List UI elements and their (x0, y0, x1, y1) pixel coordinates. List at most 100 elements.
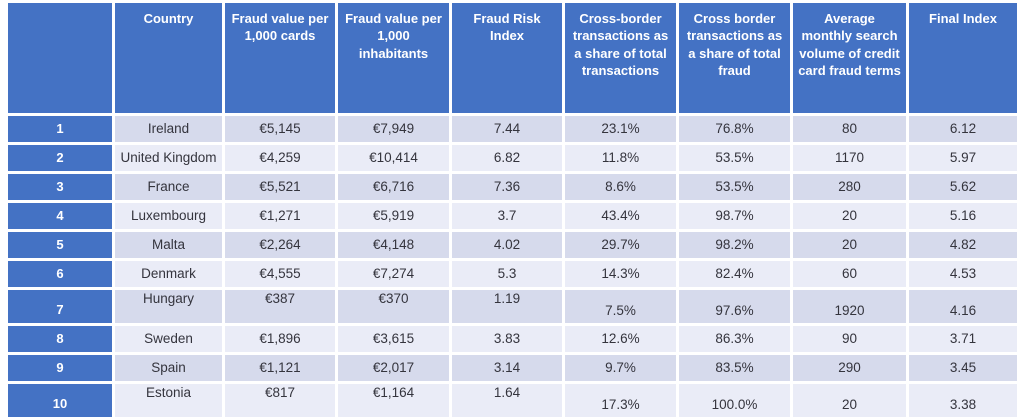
cell-fraud-risk-index: 3.14 (452, 355, 562, 381)
cell-fraud-risk-index: 3.83 (452, 326, 562, 352)
cell-fraud-risk-index: 1.64 (452, 384, 562, 417)
table-row: 9 Spain €1,121 €2,017 3.14 9.7% 83.5% 290 3.45 (8, 355, 1017, 381)
cell-fraud-value-per-1000-cards: €5,145 (225, 116, 335, 142)
cell-final-index: 3.71 (909, 326, 1017, 352)
cell-final-index: 3.38 (909, 384, 1017, 417)
cell-avg-monthly-search-volume: 20 (793, 384, 906, 417)
cell-cross-border-share-of-fraud: 53.5% (679, 145, 790, 171)
cell-cross-border-share-of-transactions: 17.3% (565, 384, 676, 417)
cell-cross-border-share-of-transactions: 11.8% (565, 145, 676, 171)
cell-avg-monthly-search-volume: 1170 (793, 145, 906, 171)
cell-country: Estonia (115, 384, 222, 417)
table-row: 1 Ireland €5,145 €7,949 7.44 23.1% 76.8% 80 6.12 (8, 116, 1017, 142)
fraud-index-table: Country Fraud value per 1,000 cards Frau… (5, 0, 1020, 420)
rank-cell: 9 (8, 355, 112, 381)
cell-fraud-value-per-1000-cards: €1,121 (225, 355, 335, 381)
table-row: 8 Sweden €1,896 €3,615 3.83 12.6% 86.3% 90 3.71 (8, 326, 1017, 352)
cell-fraud-value-per-1000-cards: €5,521 (225, 174, 335, 200)
rank-cell: 4 (8, 203, 112, 229)
cell-fraud-value-per-1000-cards: €1,271 (225, 203, 335, 229)
cell-country: France (115, 174, 222, 200)
cell-avg-monthly-search-volume: 20 (793, 232, 906, 258)
cell-avg-monthly-search-volume: 20 (793, 203, 906, 229)
cell-cross-border-share-of-transactions: 43.4% (565, 203, 676, 229)
cell-fraud-value-per-1000-inhabitants: €6,716 (338, 174, 449, 200)
rank-cell: 10 (8, 384, 112, 417)
header-cross-border-share-of-transactions: Cross-border transactions as a share of … (565, 3, 676, 113)
rank-cell: 8 (8, 326, 112, 352)
cell-cross-border-share-of-fraud: 82.4% (679, 261, 790, 287)
table-row: 2 United Kingdom €4,259 €10,414 6.82 11.8% 53.… (8, 145, 1017, 171)
cell-cross-border-share-of-transactions: 9.7% (565, 355, 676, 381)
header-country: Country (115, 3, 222, 113)
cell-country: Sweden (115, 326, 222, 352)
cell-cross-border-share-of-transactions: 23.1% (565, 116, 676, 142)
cell-fraud-value-per-1000-inhabitants: €7,274 (338, 261, 449, 287)
cell-cross-border-share-of-fraud: 100.0% (679, 384, 790, 417)
cell-fraud-risk-index: 7.36 (452, 174, 562, 200)
cell-cross-border-share-of-fraud: 86.3% (679, 326, 790, 352)
cell-cross-border-share-of-fraud: 98.7% (679, 203, 790, 229)
rank-cell: 5 (8, 232, 112, 258)
cell-fraud-value-per-1000-inhabitants: €3,615 (338, 326, 449, 352)
cell-cross-border-share-of-fraud: 97.6% (679, 290, 790, 323)
cell-fraud-risk-index: 3.7 (452, 203, 562, 229)
cell-fraud-value-per-1000-inhabitants: €1,164 (338, 384, 449, 417)
cell-cross-border-share-of-transactions: 12.6% (565, 326, 676, 352)
cell-cross-border-share-of-transactions: 8.6% (565, 174, 676, 200)
cell-cross-border-share-of-transactions: 29.7% (565, 232, 676, 258)
cell-country: Ireland (115, 116, 222, 142)
cell-country: Denmark (115, 261, 222, 287)
cell-fraud-value-per-1000-inhabitants: €2,017 (338, 355, 449, 381)
rank-cell: 2 (8, 145, 112, 171)
cell-avg-monthly-search-volume: 60 (793, 261, 906, 287)
cell-final-index: 5.62 (909, 174, 1017, 200)
header-fraud-value-per-1000-cards: Fraud value per 1,000 cards (225, 3, 335, 113)
cell-cross-border-share-of-fraud: 83.5% (679, 355, 790, 381)
cell-final-index: 5.16 (909, 203, 1017, 229)
cell-fraud-value-per-1000-inhabitants: €4,148 (338, 232, 449, 258)
cell-fraud-value-per-1000-cards: €2,264 (225, 232, 335, 258)
header-final-index: Final Index (909, 3, 1017, 113)
cell-fraud-risk-index: 4.02 (452, 232, 562, 258)
cell-fraud-risk-index: 7.44 (452, 116, 562, 142)
cell-fraud-risk-index: 6.82 (452, 145, 562, 171)
cell-fraud-value-per-1000-cards: €387 (225, 290, 335, 323)
cell-cross-border-share-of-fraud: 76.8% (679, 116, 790, 142)
rank-cell: 3 (8, 174, 112, 200)
header-fraud-risk-index: Fraud Risk Index (452, 3, 562, 113)
cell-avg-monthly-search-volume: 280 (793, 174, 906, 200)
cell-final-index: 6.12 (909, 116, 1017, 142)
cell-final-index: 3.45 (909, 355, 1017, 381)
cell-cross-border-share-of-transactions: 7.5% (565, 290, 676, 323)
cell-final-index: 4.16 (909, 290, 1017, 323)
cell-fraud-value-per-1000-inhabitants: €5,919 (338, 203, 449, 229)
cell-fraud-risk-index: 5.3 (452, 261, 562, 287)
cell-final-index: 4.53 (909, 261, 1017, 287)
cell-country: Spain (115, 355, 222, 381)
cell-cross-border-share-of-transactions: 14.3% (565, 261, 676, 287)
cell-fraud-value-per-1000-inhabitants: €10,414 (338, 145, 449, 171)
cell-fraud-value-per-1000-cards: €1,896 (225, 326, 335, 352)
cell-country: Luxembourg (115, 203, 222, 229)
table-row: 10 Estonia €817 €1,164 1.64 17.3% 100.0% 20 3.38 (8, 384, 1017, 417)
rank-cell: 1 (8, 116, 112, 142)
header-avg-monthly-search-volume: Average monthly search volume of credit … (793, 3, 906, 113)
header-fraud-value-per-1000-inhabitants: Fraud value per 1,000 inhabitants (338, 3, 449, 113)
cell-fraud-value-per-1000-cards: €817 (225, 384, 335, 417)
cell-avg-monthly-search-volume: 90 (793, 326, 906, 352)
cell-country: Hungary (115, 290, 222, 323)
cell-avg-monthly-search-volume: 80 (793, 116, 906, 142)
cell-country: Malta (115, 232, 222, 258)
header-rank (8, 3, 112, 113)
cell-fraud-value-per-1000-cards: €4,555 (225, 261, 335, 287)
rank-cell: 6 (8, 261, 112, 287)
cell-fraud-risk-index: 1.19 (452, 290, 562, 323)
table-row: 6 Denmark €4,555 €7,274 5.3 14.3% 82.4% 60 4.53 (8, 261, 1017, 287)
table-body: 1 Ireland €5,145 €7,949 7.44 23.1% 76.8% 80 6.12… (8, 116, 1017, 417)
cell-fraud-value-per-1000-inhabitants: €7,949 (338, 116, 449, 142)
table-row: 4 Luxembourg €1,271 €5,919 3.7 43.4% 98.7% 20 5.… (8, 203, 1017, 229)
cell-avg-monthly-search-volume: 1920 (793, 290, 906, 323)
table-row: 5 Malta €2,264 €4,148 4.02 29.7% 98.2% 20 4.82 (8, 232, 1017, 258)
cell-country: United Kingdom (115, 145, 222, 171)
